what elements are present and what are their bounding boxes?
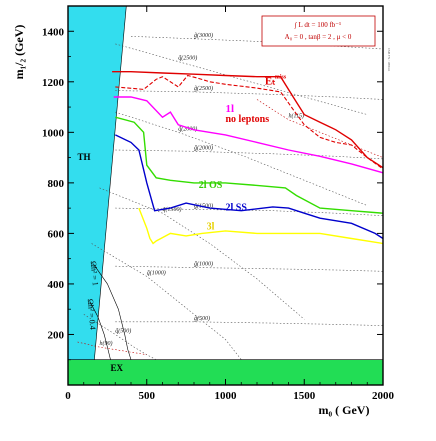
y-tick-label-200: 200 [48, 329, 65, 341]
annotation-th-0: TH [78, 152, 91, 162]
annotation-1l-6: 1l [226, 103, 235, 115]
contour-label-h-115-11: h(115) [289, 113, 305, 120]
contour-line-h-90-12 [77, 341, 147, 355]
x-tick-label-2000: 2000 [372, 390, 395, 402]
legend-line-1: ∫ L dt = 100 fb⁻¹ [294, 21, 341, 29]
contour-line-q-500-10 [83, 314, 157, 360]
contour-label-q-500-10: q̃(500) [115, 328, 131, 335]
annotation-h-1-8: Ωh² = 1 [89, 261, 100, 287]
series-layer [112, 70, 384, 245]
series-line-1l-2 [113, 96, 384, 174]
contour-label-g-3000-0: g̃(3000) [194, 32, 213, 39]
annotation-no-leptons-2: no leptons [226, 114, 270, 125]
annotation-2l-ss-4: 2l SS [226, 203, 248, 214]
contour-line-g-1000-7 [115, 265, 384, 272]
legend-box: ∫ L dt = 100 fb⁻¹ A₀ = 0 , tanβ = 2 , μ … [261, 15, 376, 47]
x-tick-label-500: 500 [139, 390, 156, 402]
y-tick-label-1000: 1000 [42, 127, 65, 139]
y-tick-label-1200: 1200 [42, 77, 65, 89]
contour-line-g-1500-5 [115, 207, 384, 216]
contour-label-g-1500-5: g̃(1500) [194, 202, 213, 209]
series-line-3l-5 [138, 207, 384, 245]
regions-layer [67, 5, 384, 386]
annotation-3l-5: 3l [207, 222, 215, 233]
contours-layer: g̃(3000) q̃(2500) g̃(2500) q̃(2000) g̃(2000)… [77, 32, 384, 360]
x-tick-label-1000: 1000 [215, 390, 238, 402]
series-line-et-miss-0 [112, 70, 384, 169]
annotation-e-7: Eₜ [265, 75, 276, 87]
contour-line-g-3000-0 [130, 36, 384, 50]
contour-label-g-1000-7: g̃(1000) [194, 261, 213, 268]
x-tick-label-1500: 1500 [293, 390, 316, 402]
x-tick-label-0: 0 [65, 390, 71, 402]
contour-label-g-2500-2: g̃(2500) [194, 85, 213, 92]
contour-label-q-1000-8: q̃(1000) [147, 269, 166, 276]
contour-label-q-1500-6: q̃(1500) [163, 206, 182, 213]
contour-label-g-500-9: g̃(500) [194, 315, 210, 322]
y-axis-label: m₁/₂ (GeV) [12, 25, 26, 80]
contour-label-g-2000-4: g̃(2000) [194, 144, 213, 151]
series-line-et-miss-dashed-1 [115, 74, 384, 170]
y-tick-label-600: 600 [48, 228, 65, 240]
side-note: CMS TN / 1999-61 [387, 48, 391, 72]
contour-line-q-1000-8 [91, 243, 242, 360]
axes-layer: 0 500 1000 1500 2000 200 400 600 800 1000 1200 1400 [42, 6, 395, 402]
series-line-2l-os-3 [115, 116, 384, 214]
y-tick-label-400: 400 [48, 279, 65, 291]
contour-label-q-2500-1: q̃(2500) [178, 55, 197, 62]
relic-density-line-1 [89, 301, 111, 360]
legend-line-2: A₀ = 0 , tanβ = 2 , μ < 0 [285, 33, 352, 41]
contour-line-q-2500-1 [115, 43, 368, 115]
labels-layer: TH EX no leptons 2l OS 2l SS 3l 1l Eₜ miss Ωh² = … [78, 74, 287, 373]
legend-frame [261, 15, 376, 47]
y-tick-label-1400: 1400 [42, 26, 65, 38]
series-line-2l-ss-4 [114, 134, 384, 240]
contour-line-q-1500-6 [99, 187, 305, 320]
contour-line-g-2000-4 [115, 149, 384, 160]
contour-line-g-500-9 [115, 321, 384, 326]
annotation-2l-os-3: 2l OS [199, 180, 223, 191]
contour-line-h-115-11 [256, 99, 384, 158]
x-axis-label: m₀ ( GeV) [319, 403, 370, 417]
contour-label-h-90-12: h(90) [100, 340, 113, 347]
annotation-h-0-4-9: Ωh² = 0.4 [86, 298, 98, 330]
contour-line-q-2000-3 [115, 111, 368, 206]
relic-density-line-0 [92, 263, 132, 360]
contour-label-q-2000-3: q̃(2000) [178, 125, 197, 132]
contour-line-g-2500-2 [115, 90, 384, 100]
annotation-et-superscript: miss [275, 74, 287, 80]
annotation-ex-1: EX [111, 363, 124, 373]
y-tick-label-800: 800 [48, 178, 65, 190]
